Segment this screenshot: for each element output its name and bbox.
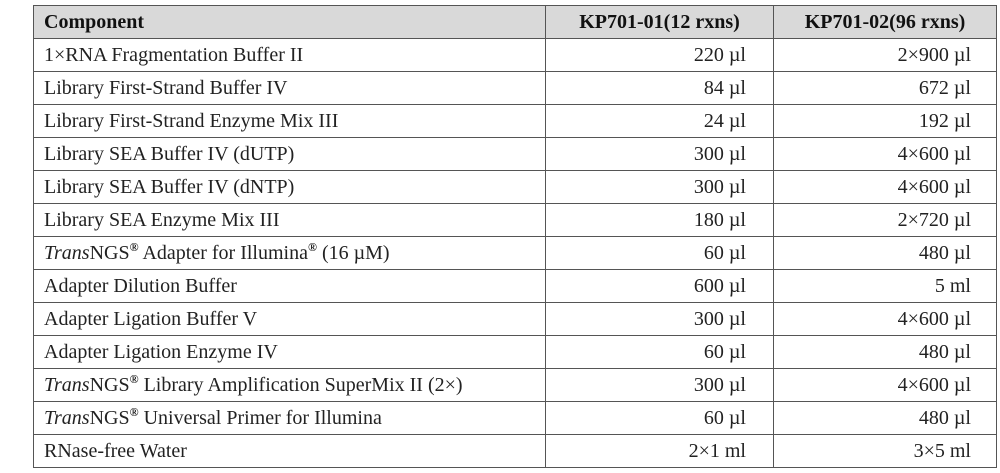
- header-row: Component KP701-01(12 rxns) KP701-02(96 …: [33, 5, 997, 39]
- header-kit-b: KP701-02(96 rxns): [773, 5, 997, 39]
- component-name: Adapter Dilution Buffer: [33, 269, 546, 303]
- volume-kit-a: 300 µl: [545, 170, 774, 204]
- volume-kit-b: 4×600 µl: [773, 170, 997, 204]
- component-name: Library First-Strand Enzyme Mix III: [33, 104, 546, 138]
- volume-kit-b: 672 µl: [773, 71, 997, 105]
- volume-kit-a: 24 µl: [545, 104, 774, 138]
- table-row: Library First-Strand Enzyme Mix III 24 µ…: [33, 104, 997, 138]
- component-name: RNase-free Water: [33, 434, 546, 468]
- header-kit-a: KP701-01(12 rxns): [545, 5, 774, 39]
- component-name: Library First-Strand Buffer IV: [33, 71, 546, 105]
- registered-mark: ®: [129, 405, 139, 419]
- volume-kit-a: 60 µl: [545, 236, 774, 270]
- volume-kit-a: 60 µl: [545, 335, 774, 369]
- volume-kit-a: 600 µl: [545, 269, 774, 303]
- registered-mark: ®: [307, 240, 317, 254]
- volume-kit-b: 5 ml: [773, 269, 997, 303]
- component-name: 1×RNA Fragmentation Buffer II: [33, 38, 546, 72]
- table-row: Library SEA Enzyme Mix III 180 µl 2×720 …: [33, 203, 997, 237]
- table-row: Adapter Ligation Buffer V 300 µl 4×600 µ…: [33, 302, 997, 336]
- volume-kit-a: 84 µl: [545, 71, 774, 105]
- component-name: Library SEA Buffer IV (dNTP): [33, 170, 546, 204]
- volume-kit-a: 300 µl: [545, 302, 774, 336]
- volume-kit-a: 60 µl: [545, 401, 774, 435]
- volume-kit-a: 300 µl: [545, 368, 774, 402]
- volume-kit-b: 4×600 µl: [773, 368, 997, 402]
- components-table: Component KP701-01(12 rxns) KP701-02(96 …: [33, 5, 997, 468]
- volume-kit-b: 2×720 µl: [773, 203, 997, 237]
- table-row: 1×RNA Fragmentation Buffer II 220 µl 2×9…: [33, 38, 997, 72]
- component-name: Library SEA Enzyme Mix III: [33, 203, 546, 237]
- table-row: Adapter Dilution Buffer 600 µl 5 ml: [33, 269, 997, 303]
- table-row: Library First-Strand Buffer IV 84 µl 672…: [33, 71, 997, 105]
- volume-kit-b: 3×5 ml: [773, 434, 997, 468]
- volume-kit-b: 4×600 µl: [773, 302, 997, 336]
- table-row: Library SEA Buffer IV (dNTP) 300 µl 4×60…: [33, 170, 997, 204]
- table-row: TransNGS® Library Amplification SuperMix…: [33, 368, 997, 402]
- brand-prefix: Trans: [44, 407, 90, 429]
- component-name: Library SEA Buffer IV (dUTP): [33, 137, 546, 171]
- header-component: Component: [33, 5, 546, 39]
- component-name: TransNGS® Library Amplification SuperMix…: [33, 368, 546, 402]
- volume-kit-a: 220 µl: [545, 38, 774, 72]
- volume-kit-b: 4×600 µl: [773, 137, 997, 171]
- registered-mark: ®: [129, 240, 139, 254]
- table-row: TransNGS® Universal Primer for Illumina …: [33, 401, 997, 435]
- component-name: Adapter Ligation Buffer V: [33, 302, 546, 336]
- component-name: Adapter Ligation Enzyme IV: [33, 335, 546, 369]
- volume-kit-a: 300 µl: [545, 137, 774, 171]
- volume-kit-a: 2×1 ml: [545, 434, 774, 468]
- table-row: RNase-free Water 2×1 ml 3×5 ml: [33, 434, 997, 468]
- component-name: TransNGS® Adapter for Illumina® (16 µM): [33, 236, 546, 270]
- registered-mark: ®: [129, 372, 139, 386]
- component-name: TransNGS® Universal Primer for Illumina: [33, 401, 546, 435]
- volume-kit-b: 192 µl: [773, 104, 997, 138]
- volume-kit-b: 480 µl: [773, 236, 997, 270]
- volume-kit-b: 480 µl: [773, 335, 997, 369]
- table-row: Library SEA Buffer IV (dUTP) 300 µl 4×60…: [33, 137, 997, 171]
- brand-prefix: Trans: [44, 242, 90, 264]
- volume-kit-b: 480 µl: [773, 401, 997, 435]
- table-row: TransNGS® Adapter for Illumina® (16 µM) …: [33, 236, 997, 270]
- brand-prefix: Trans: [44, 374, 90, 396]
- volume-kit-b: 2×900 µl: [773, 38, 997, 72]
- table-row: Adapter Ligation Enzyme IV 60 µl 480 µl: [33, 335, 997, 369]
- volume-kit-a: 180 µl: [545, 203, 774, 237]
